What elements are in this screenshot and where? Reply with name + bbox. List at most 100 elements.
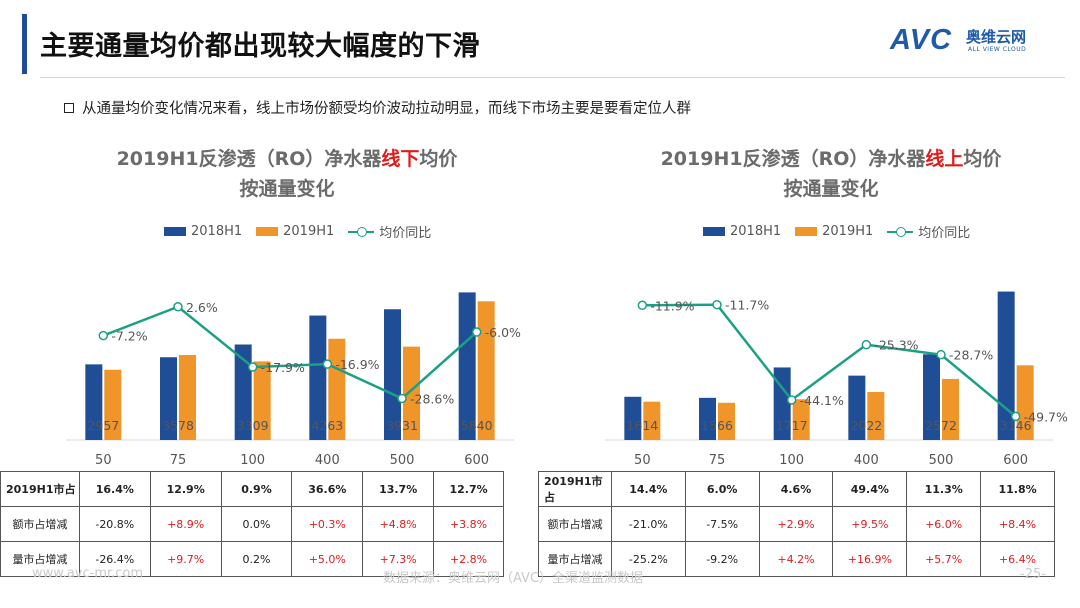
left-title-post: 均价: [419, 148, 458, 170]
table-cell: +4.8%: [362, 506, 435, 542]
bar-2018: [458, 292, 476, 440]
legend-item-2018: 2018H1: [164, 224, 242, 239]
bar-2018: [923, 354, 940, 440]
avc-logo: AVC 奥维云网 ALL VIEW CLOUD: [890, 24, 1060, 60]
yoy-label: -49.7%: [1024, 409, 1068, 424]
left-combo-chart: 2957 50 3578 75 3309 100 4263 400 3931 500 5840 600…: [66, 292, 521, 468]
table-row: 量市占增减 -25.2% -9.2% +4.2% +16.9% +5.7% +6…: [538, 541, 1055, 577]
left-title-highlight: 线下: [381, 148, 420, 170]
table-cell: 6.0%: [684, 471, 760, 507]
footer-website: www.avc-mr.com: [32, 566, 144, 581]
table-cell: 11.3%: [906, 471, 982, 507]
logo-mark: AVC: [890, 24, 953, 56]
row-label: 量市占增减: [0, 541, 80, 577]
bar-2018: [160, 357, 177, 440]
table-cell: -7.5%: [684, 506, 760, 542]
right-title-pre: 2019H1反渗透（RO）净水器: [660, 148, 926, 170]
yoy-label: -44.1%: [800, 393, 844, 408]
yoy-label: -17.9%: [261, 360, 305, 375]
left-legend: 2018H1 2019H1 均价同比: [164, 222, 445, 241]
row-label: 2019H1市占: [538, 471, 612, 507]
bar-2019: [179, 355, 196, 440]
yoy-label: -11.9%: [650, 298, 694, 313]
table-cell: 11.8%: [980, 471, 1055, 507]
page-title: 主要通量均价都出现较大幅度的下滑: [40, 31, 480, 62]
table-cell: +3.8%: [433, 506, 504, 542]
legend-item-2019: 2019H1: [256, 224, 334, 239]
header-divider: [40, 77, 1065, 78]
left-share-table: 2019H1市占 16.4% 12.9% 0.9% 36.6% 13.7% 12…: [0, 471, 504, 577]
bar-value-label: 3146: [1000, 418, 1032, 433]
legend-swatch-2018: [703, 227, 725, 236]
yoy-line: [642, 303, 1017, 418]
row-label: 额市占增减: [0, 506, 80, 542]
bar-2018: [773, 367, 791, 440]
bar-value-label: 2957: [87, 418, 119, 433]
table-cell: 36.6%: [291, 471, 364, 507]
table-cell: +16.9%: [832, 541, 908, 577]
table-cell: +0.3%: [291, 506, 364, 542]
bullet-point: 从通量均价变化情况来看，线上市场份额受均价波动拉动明显，而线下市场主要是要看定位…: [64, 97, 691, 118]
yoy-point: [397, 393, 407, 404]
bar-2018: [85, 364, 103, 440]
yoy-point: [98, 330, 109, 341]
bar-2018: [309, 315, 327, 440]
table-row: 2019H1市占 16.4% 12.9% 0.9% 36.6% 13.7% 12…: [0, 471, 504, 507]
table-cell: +2.9%: [758, 506, 834, 542]
yoy-label: -11.7%: [725, 298, 769, 313]
bar-value-label: 2022: [850, 418, 882, 433]
yoy-line: [102, 305, 478, 400]
legend-item-yoy: 均价同比: [348, 222, 431, 241]
bar-2018: [848, 375, 866, 440]
legend-item-yoy: 均价同比: [887, 222, 970, 241]
bullet-square-icon: [64, 102, 74, 113]
yoy-point: [471, 327, 482, 337]
table-cell: 0.0%: [220, 506, 293, 542]
x-tick-label: 75: [709, 453, 726, 468]
bar-2019: [792, 399, 810, 440]
table-cell: 4.6%: [758, 471, 834, 507]
table-cell: +4.2%: [758, 541, 834, 577]
left-title-line2: 按通量变化: [239, 178, 335, 200]
yoy-point: [936, 349, 946, 360]
bar-2018: [234, 344, 252, 440]
page-number: -25-: [1020, 567, 1046, 582]
title-accent-bar: [22, 14, 27, 74]
yoy-label: -16.9%: [335, 357, 379, 372]
bar-2019: [477, 301, 495, 440]
x-tick-label: 50: [95, 453, 112, 468]
legend-label-2019: 2019H1: [283, 224, 335, 239]
row-label: 额市占增减: [538, 506, 612, 542]
bullet-text: 从通量均价变化情况来看，线上市场份额受均价波动拉动明显，而线下市场主要是要看定位…: [82, 101, 691, 117]
legend-label-2018: 2018H1: [191, 224, 243, 239]
right-share-table: 2019H1市占 14.4% 6.0% 4.6% 49.4% 11.3% 11.…: [538, 471, 1055, 577]
legend-swatch-2018: [164, 227, 186, 236]
yoy-point: [1010, 411, 1021, 422]
right-title-post: 均价: [963, 148, 1002, 170]
yoy-point: [861, 339, 872, 350]
yoy-point: [712, 299, 722, 310]
table-cell: +5.7%: [906, 541, 982, 577]
bar-2018: [384, 309, 401, 440]
bar-value-label: 1566: [701, 418, 733, 433]
right-chart-title: 2019H1反渗透（RO）净水器线上均价 按通量变化: [636, 144, 1026, 204]
table-cell: 14.4%: [610, 471, 686, 507]
yoy-label: -28.6%: [410, 391, 454, 406]
x-tick-label: 75: [170, 453, 187, 468]
legend-item-2019: 2019H1: [795, 224, 873, 239]
bar-2019: [1016, 365, 1034, 440]
table-row: 额市占增减 -20.8% +8.9% 0.0% +0.3% +4.8% +3.8…: [0, 506, 504, 542]
table-cell: 13.7%: [362, 471, 435, 507]
row-label: 2019H1市占: [0, 471, 80, 507]
table-cell: -25.2%: [610, 541, 686, 577]
table-cell: 0.2%: [220, 541, 293, 577]
legend-line-marker: [887, 227, 914, 237]
bar-2018: [997, 291, 1015, 440]
yoy-label: -7.2%: [111, 329, 147, 344]
right-title-line2: 按通量变化: [783, 178, 879, 200]
logo-cn: 奥维云网: [966, 28, 1027, 46]
legend-label-2018: 2018H1: [730, 224, 782, 239]
bar-value-label: 1614: [626, 418, 658, 433]
table-cell: 49.4%: [832, 471, 908, 507]
bar-2019: [867, 391, 885, 440]
